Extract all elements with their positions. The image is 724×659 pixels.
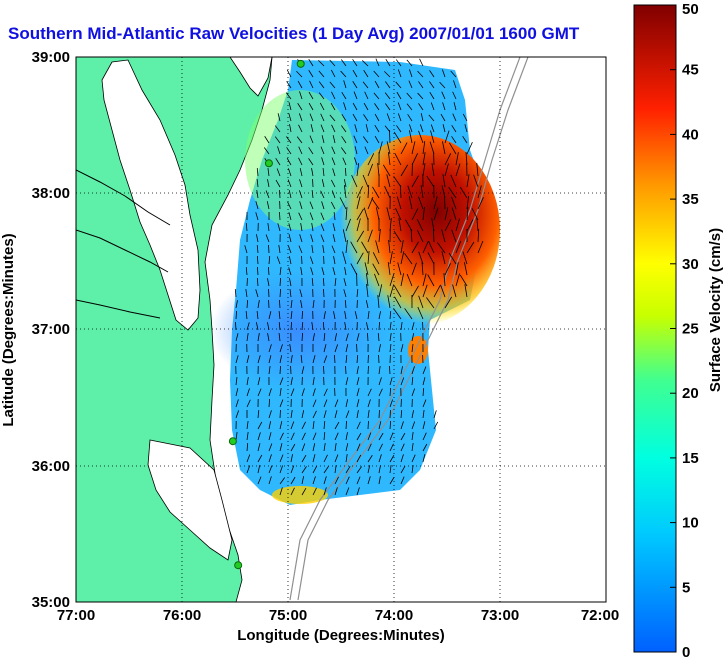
y-tick-label: 35:00 [32, 594, 70, 611]
x-tick-label: 74:00 [375, 607, 413, 624]
station-marker [234, 561, 243, 570]
station-markers [228, 59, 305, 570]
x-tick-label: 77:00 [57, 607, 95, 624]
colorbar-label: Surface Velocity (cm/s) [707, 228, 724, 392]
station-marker [228, 437, 237, 446]
colorbar-tick-label: 35 [682, 191, 699, 208]
station-marker [296, 59, 305, 68]
y-tick-label: 36:00 [32, 458, 70, 475]
colorbar-tick-label: 45 [682, 62, 699, 79]
x-tick-label: 76:00 [163, 607, 201, 624]
pamlico-sound [147, 439, 233, 561]
y-tick-label: 38:00 [32, 185, 70, 202]
colorbar-tick-label: 50 [682, 1, 699, 18]
bathymetry-contour [289, 57, 521, 601]
colorbar-tick-label: 25 [682, 321, 699, 338]
potomac-river [76, 169, 171, 319]
chesapeake-bay [101, 59, 201, 331]
colorbar-tick-label: 40 [682, 126, 699, 143]
velocity-vectors [234, 58, 484, 496]
colorbar-tick-label: 30 [682, 256, 699, 273]
y-tick-label: 37:00 [32, 321, 70, 338]
x-tick-label: 75:00 [269, 607, 307, 624]
station-marker [264, 159, 273, 168]
colorbar-tick-label: 5 [682, 579, 690, 596]
x-tick-label: 73:00 [481, 607, 519, 624]
colorbar-tick-label: 0 [682, 644, 690, 659]
bathymetry-contour [297, 57, 529, 601]
y-tick-label: 39:00 [32, 49, 70, 66]
plot-frame [75, 56, 607, 603]
colorbar-tick-label: 10 [682, 515, 699, 532]
colorbar-tick-label: 20 [682, 385, 699, 402]
colorbar [633, 4, 677, 653]
map-title: Southern Mid-Atlantic Raw Velocities (1 … [8, 24, 580, 43]
grid-lines [76, 57, 606, 602]
delaware-bay [229, 57, 273, 97]
x-tick-label: 72:00 [581, 607, 619, 624]
x-axis-label: Longitude (Degrees:Minutes) [237, 627, 445, 644]
y-axis-label: Latitude (Degrees:Minutes) [0, 233, 17, 426]
colorbar-tick-label: 15 [682, 450, 699, 467]
